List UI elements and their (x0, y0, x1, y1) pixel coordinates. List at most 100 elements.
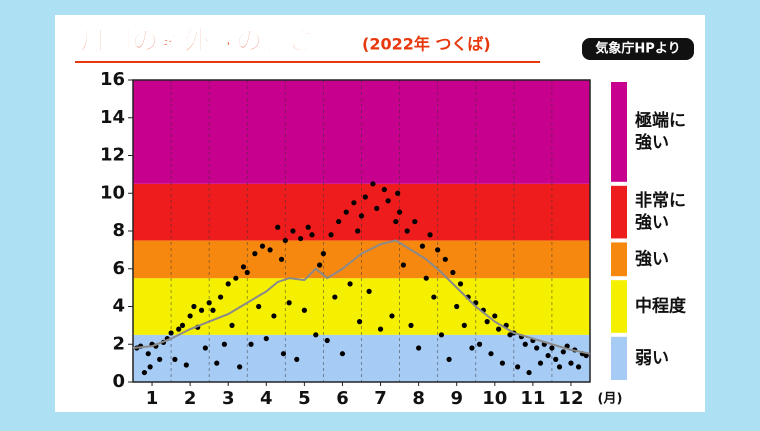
data-point (214, 360, 220, 366)
x-tick-label: 4 (260, 388, 273, 409)
data-point (515, 364, 521, 370)
data-point (351, 200, 357, 206)
x-tick-label: 3 (222, 388, 235, 409)
data-point (395, 190, 401, 196)
data-point (271, 313, 277, 319)
data-point (362, 194, 368, 200)
average-line (132, 239, 591, 355)
data-point (469, 345, 475, 351)
data-point (442, 256, 448, 262)
data-point (370, 181, 376, 187)
y-tick-label: 0 (112, 371, 125, 392)
data-point (526, 369, 532, 376)
data-point (324, 337, 330, 344)
data-point (396, 209, 403, 215)
data-point (568, 360, 574, 366)
data-point (294, 356, 300, 362)
x-tick-label: 11 (520, 388, 545, 409)
data-point (400, 262, 406, 268)
y-tick-label: 8 (112, 220, 125, 241)
legend-swatch (611, 185, 627, 239)
data-point (217, 294, 224, 300)
data-point (256, 303, 262, 310)
data-point (438, 332, 445, 338)
data-point (210, 307, 216, 313)
data-point (358, 213, 365, 219)
data-point (499, 360, 506, 366)
data-point (290, 228, 296, 234)
data-point (145, 351, 151, 357)
data-point (191, 303, 197, 310)
y-tick-label: 6 (112, 258, 125, 279)
data-point (179, 322, 186, 328)
data-point (366, 288, 372, 294)
data-point (553, 356, 559, 362)
data-point (339, 351, 346, 357)
data-point (280, 351, 287, 357)
data-point (278, 256, 285, 262)
data-point (168, 330, 174, 336)
data-point (492, 313, 498, 319)
legend-label: 非常に (635, 190, 686, 211)
band (133, 240, 590, 279)
legend-label: 極端に (635, 110, 686, 131)
data-point (240, 264, 247, 270)
data-point (355, 228, 361, 234)
data-point (336, 218, 342, 225)
data-point (259, 243, 266, 249)
legend-label: 弱い (635, 348, 669, 368)
y-tick-label: 10 (100, 182, 125, 203)
data-point (549, 345, 555, 351)
data-point (583, 352, 589, 359)
data-point (431, 294, 437, 300)
data-point (229, 322, 235, 328)
band (133, 278, 590, 335)
data-point (301, 307, 307, 313)
data-point (356, 319, 363, 325)
data-point (537, 360, 544, 366)
data-point (419, 243, 426, 249)
data-point (225, 281, 231, 287)
data-point (457, 281, 464, 287)
data-point (313, 332, 319, 338)
data-point (237, 364, 243, 370)
data-point (389, 313, 395, 319)
data-point (545, 352, 551, 359)
legend-label: 強い (635, 212, 669, 233)
data-point (476, 341, 483, 347)
data-point (461, 322, 467, 328)
legend-label: 中程度 (635, 296, 687, 317)
data-point (206, 300, 212, 306)
data-point (496, 326, 502, 332)
data-point (416, 345, 422, 351)
data-point (575, 364, 582, 370)
data-point (305, 224, 311, 230)
data-point (202, 345, 208, 351)
data-point (427, 232, 433, 238)
data-point (263, 335, 269, 342)
data-point (343, 209, 349, 215)
y-tick-label: 4 (112, 296, 125, 317)
chart-subtitle: (2022年 つくば) (362, 35, 491, 54)
x-tick-label: 7 (374, 388, 387, 409)
data-point (328, 232, 334, 238)
data-point (244, 269, 250, 276)
data-point (297, 235, 304, 242)
data-point (374, 205, 380, 211)
chart-title: 月別の紫外線の強さ (79, 26, 314, 57)
data-point (233, 275, 239, 281)
data-point (450, 269, 456, 276)
data-point (275, 224, 281, 230)
data-point (423, 275, 429, 281)
data-point (176, 326, 182, 332)
data-point (404, 228, 410, 234)
y-tick-label: 2 (112, 333, 125, 354)
y-tick-label: 16 (100, 69, 125, 90)
data-point (267, 247, 273, 253)
data-point (187, 313, 193, 319)
data-point (252, 251, 258, 257)
data-point (172, 356, 178, 362)
source-badge (582, 38, 694, 60)
